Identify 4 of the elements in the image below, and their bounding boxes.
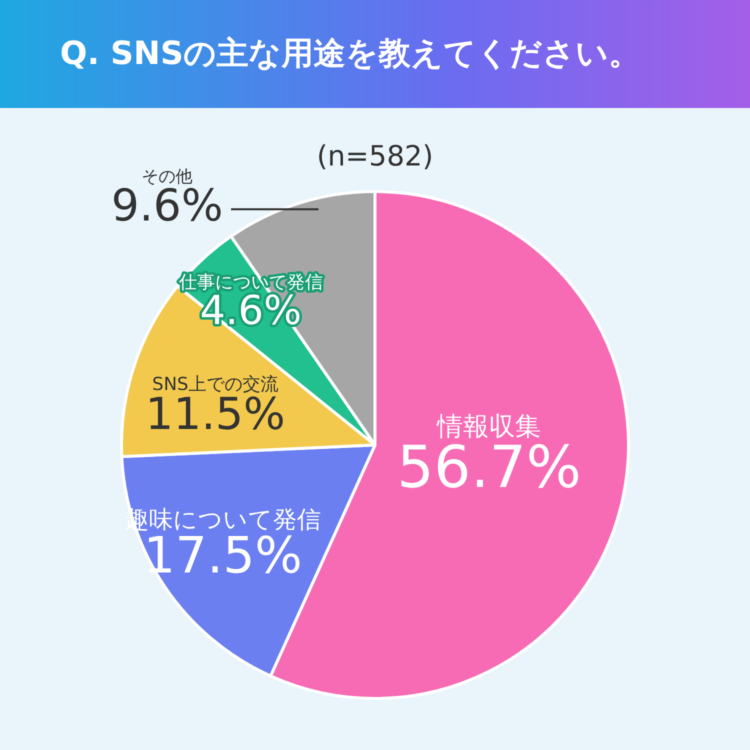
chart-subtitle: (n=582) xyxy=(316,139,434,172)
header-banner: Q. SNSの主な用途を教えてください。 xyxy=(0,0,750,108)
chart-title: Q. SNSの主な用途を教えてください。 xyxy=(60,33,640,74)
slice-label: SNS上での交流 xyxy=(152,374,278,395)
